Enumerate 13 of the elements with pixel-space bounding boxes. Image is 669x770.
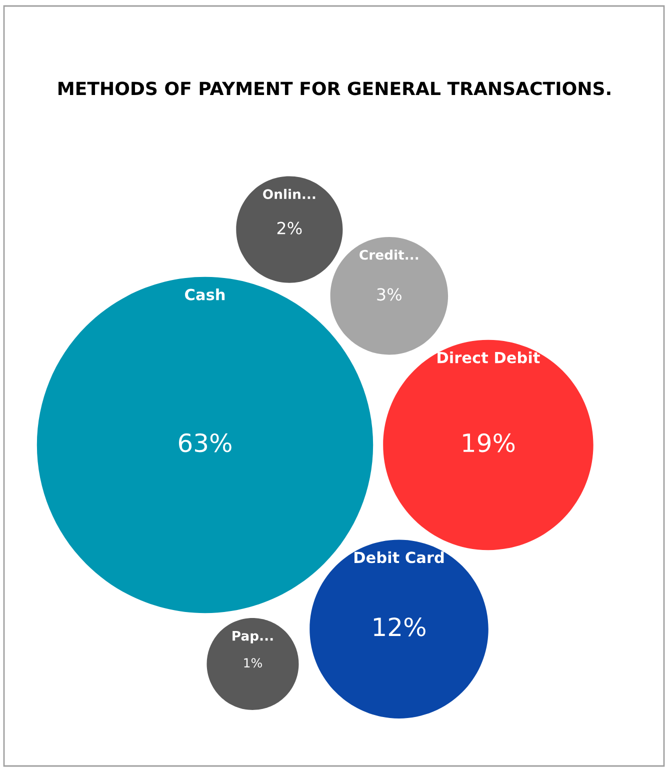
data-label: 2% — [277, 222, 302, 234]
category-label: Cash — [185, 288, 225, 300]
data-label: 63% — [178, 433, 232, 452]
category-label: Credit... — [360, 250, 418, 260]
data-label: 19% — [463, 433, 515, 452]
category-label: Pap... — [232, 630, 273, 644]
category-label: Direct Debit — [438, 351, 540, 364]
category-label: Onlin... — [263, 188, 316, 200]
category-label: Debit Card — [354, 551, 444, 564]
data-label: 3% — [377, 288, 402, 301]
data-label: 1% — [244, 658, 262, 668]
text: METHODS OF PAYMENT FOR GENERAL TRANSACTIONS. — [58, 82, 610, 96]
data-label: 12% — [374, 617, 426, 636]
